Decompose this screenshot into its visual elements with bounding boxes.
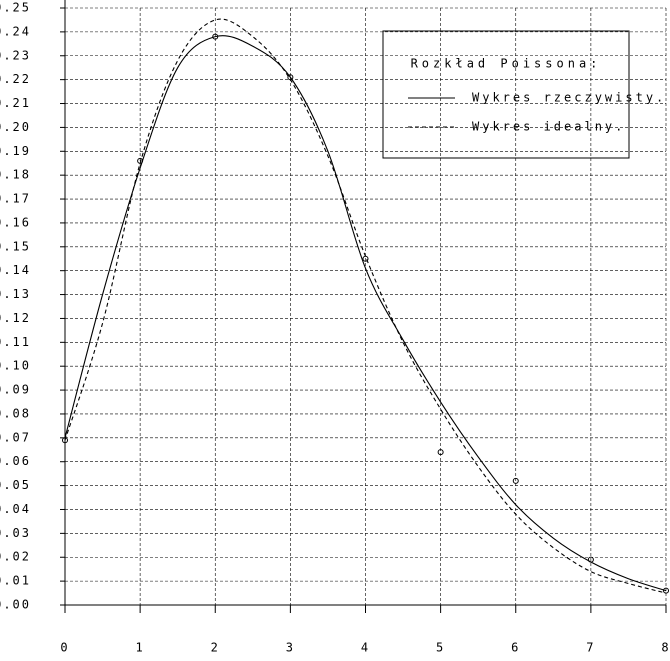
data-point [587, 556, 594, 563]
legend-label: Wykres idealny. [472, 120, 625, 134]
y-tick-label: 0.08 [0, 406, 31, 420]
y-tick-label: 0.16 [0, 215, 31, 229]
x-tick-label: 6 [511, 641, 520, 655]
y-tick-label: 0.22 [0, 72, 31, 86]
legend-box [382, 30, 630, 159]
data-point [137, 157, 144, 164]
legend-title: Rozkład Poissona: [411, 57, 602, 71]
data-point [663, 587, 669, 594]
y-tick-label: 0.19 [0, 144, 31, 158]
data-point [512, 477, 519, 484]
y-tick-label: 0.05 [0, 478, 31, 492]
y-tick-label: 0.20 [0, 120, 31, 134]
x-tick-label: 5 [436, 641, 445, 655]
series-line [64, 35, 667, 592]
y-tick-label: 0.00 [0, 598, 31, 612]
y-tick-label: 0.25 [0, 1, 31, 15]
x-tick-label: 7 [586, 641, 595, 655]
y-tick-label: 0.23 [0, 48, 31, 62]
y-tick-label: 0.14 [0, 263, 31, 277]
y-tick-label: 0.21 [0, 96, 31, 110]
y-tick-label: 0.01 [0, 574, 31, 588]
x-tick-label: 4 [361, 641, 370, 655]
y-tick-label: 0.24 [0, 24, 31, 38]
data-point [437, 449, 444, 456]
data-point [62, 437, 68, 444]
y-tick-label: 0.11 [0, 335, 31, 349]
data-point [362, 255, 369, 262]
y-tick-label: 0.09 [0, 383, 31, 397]
x-tick-label: 2 [211, 641, 220, 655]
y-tick-label: 0.18 [0, 168, 31, 182]
y-tick-label: 0.13 [0, 287, 31, 301]
legend-label: Wykres rzeczywisty. [472, 91, 666, 105]
y-tick-label: 0.10 [0, 359, 31, 373]
y-tick-label: 0.03 [0, 526, 31, 540]
data-point [287, 74, 294, 81]
y-tick-label: 0.02 [0, 550, 31, 564]
x-tick-label: 0 [60, 641, 69, 655]
y-tick-label: 0.04 [0, 502, 31, 516]
y-tick-label: 0.12 [0, 311, 31, 325]
y-tick-label: 0.06 [0, 454, 31, 468]
x-tick-label: 1 [136, 641, 145, 655]
y-tick-label: 0.17 [0, 192, 31, 206]
x-tick-label: 8 [661, 641, 670, 655]
y-tick-label: 0.15 [0, 239, 31, 253]
y-tick-label: 0.07 [0, 430, 31, 444]
series-line [64, 18, 667, 594]
x-tick-label: 3 [286, 641, 295, 655]
data-point [212, 33, 219, 40]
